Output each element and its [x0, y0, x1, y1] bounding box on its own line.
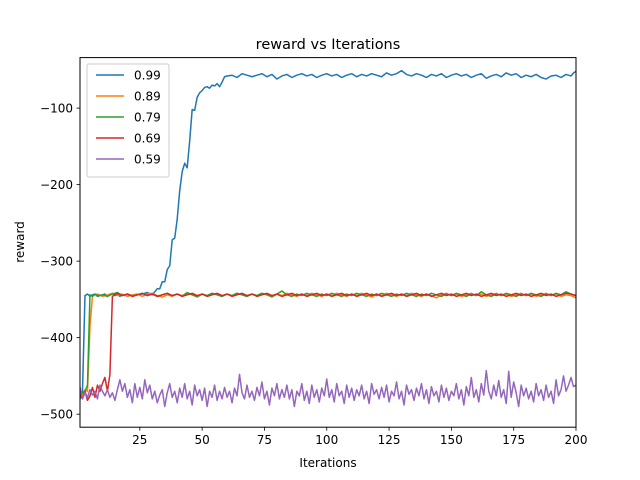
x-tick-label: 150 — [440, 433, 463, 447]
y-tick-label: −500 — [40, 407, 73, 421]
x-tick-label: 200 — [565, 433, 588, 447]
series-line-0.59 — [80, 369, 576, 408]
legend-label: 0.89 — [134, 89, 161, 103]
legend: 0.99 0.89 0.79 0.69 0.59 — [86, 63, 170, 178]
y-tick-label: −300 — [40, 254, 73, 268]
x-tick-label: 50 — [194, 433, 209, 447]
legend-label: 0.79 — [134, 110, 161, 124]
x-tick-label: 75 — [257, 433, 272, 447]
legend-label: 0.59 — [134, 152, 161, 166]
x-tick-label: 175 — [502, 433, 525, 447]
legend-frame — [86, 63, 170, 178]
y-axis: −500 −400 −300 −200 −100 — [40, 101, 80, 421]
legend-label: 0.99 — [134, 68, 161, 82]
chart-title: reward vs Iterations — [256, 37, 401, 53]
y-tick-label: −200 — [40, 178, 73, 192]
x-axis: 25 50 75 100 125 150 175 200 — [132, 427, 587, 447]
x-tick-label: 125 — [378, 433, 401, 447]
y-tick-label: −400 — [40, 331, 73, 345]
x-tick-label: 100 — [315, 433, 338, 447]
y-tick-label: −100 — [40, 101, 73, 115]
x-axis-label: Iterations — [299, 456, 356, 470]
series-layer — [80, 69, 576, 408]
series-line-0.69 — [80, 292, 576, 402]
y-axis-label: reward — [13, 221, 27, 263]
legend-label: 0.69 — [134, 131, 161, 145]
x-tick-label: 25 — [132, 433, 147, 447]
plot-frame — [79, 57, 577, 428]
